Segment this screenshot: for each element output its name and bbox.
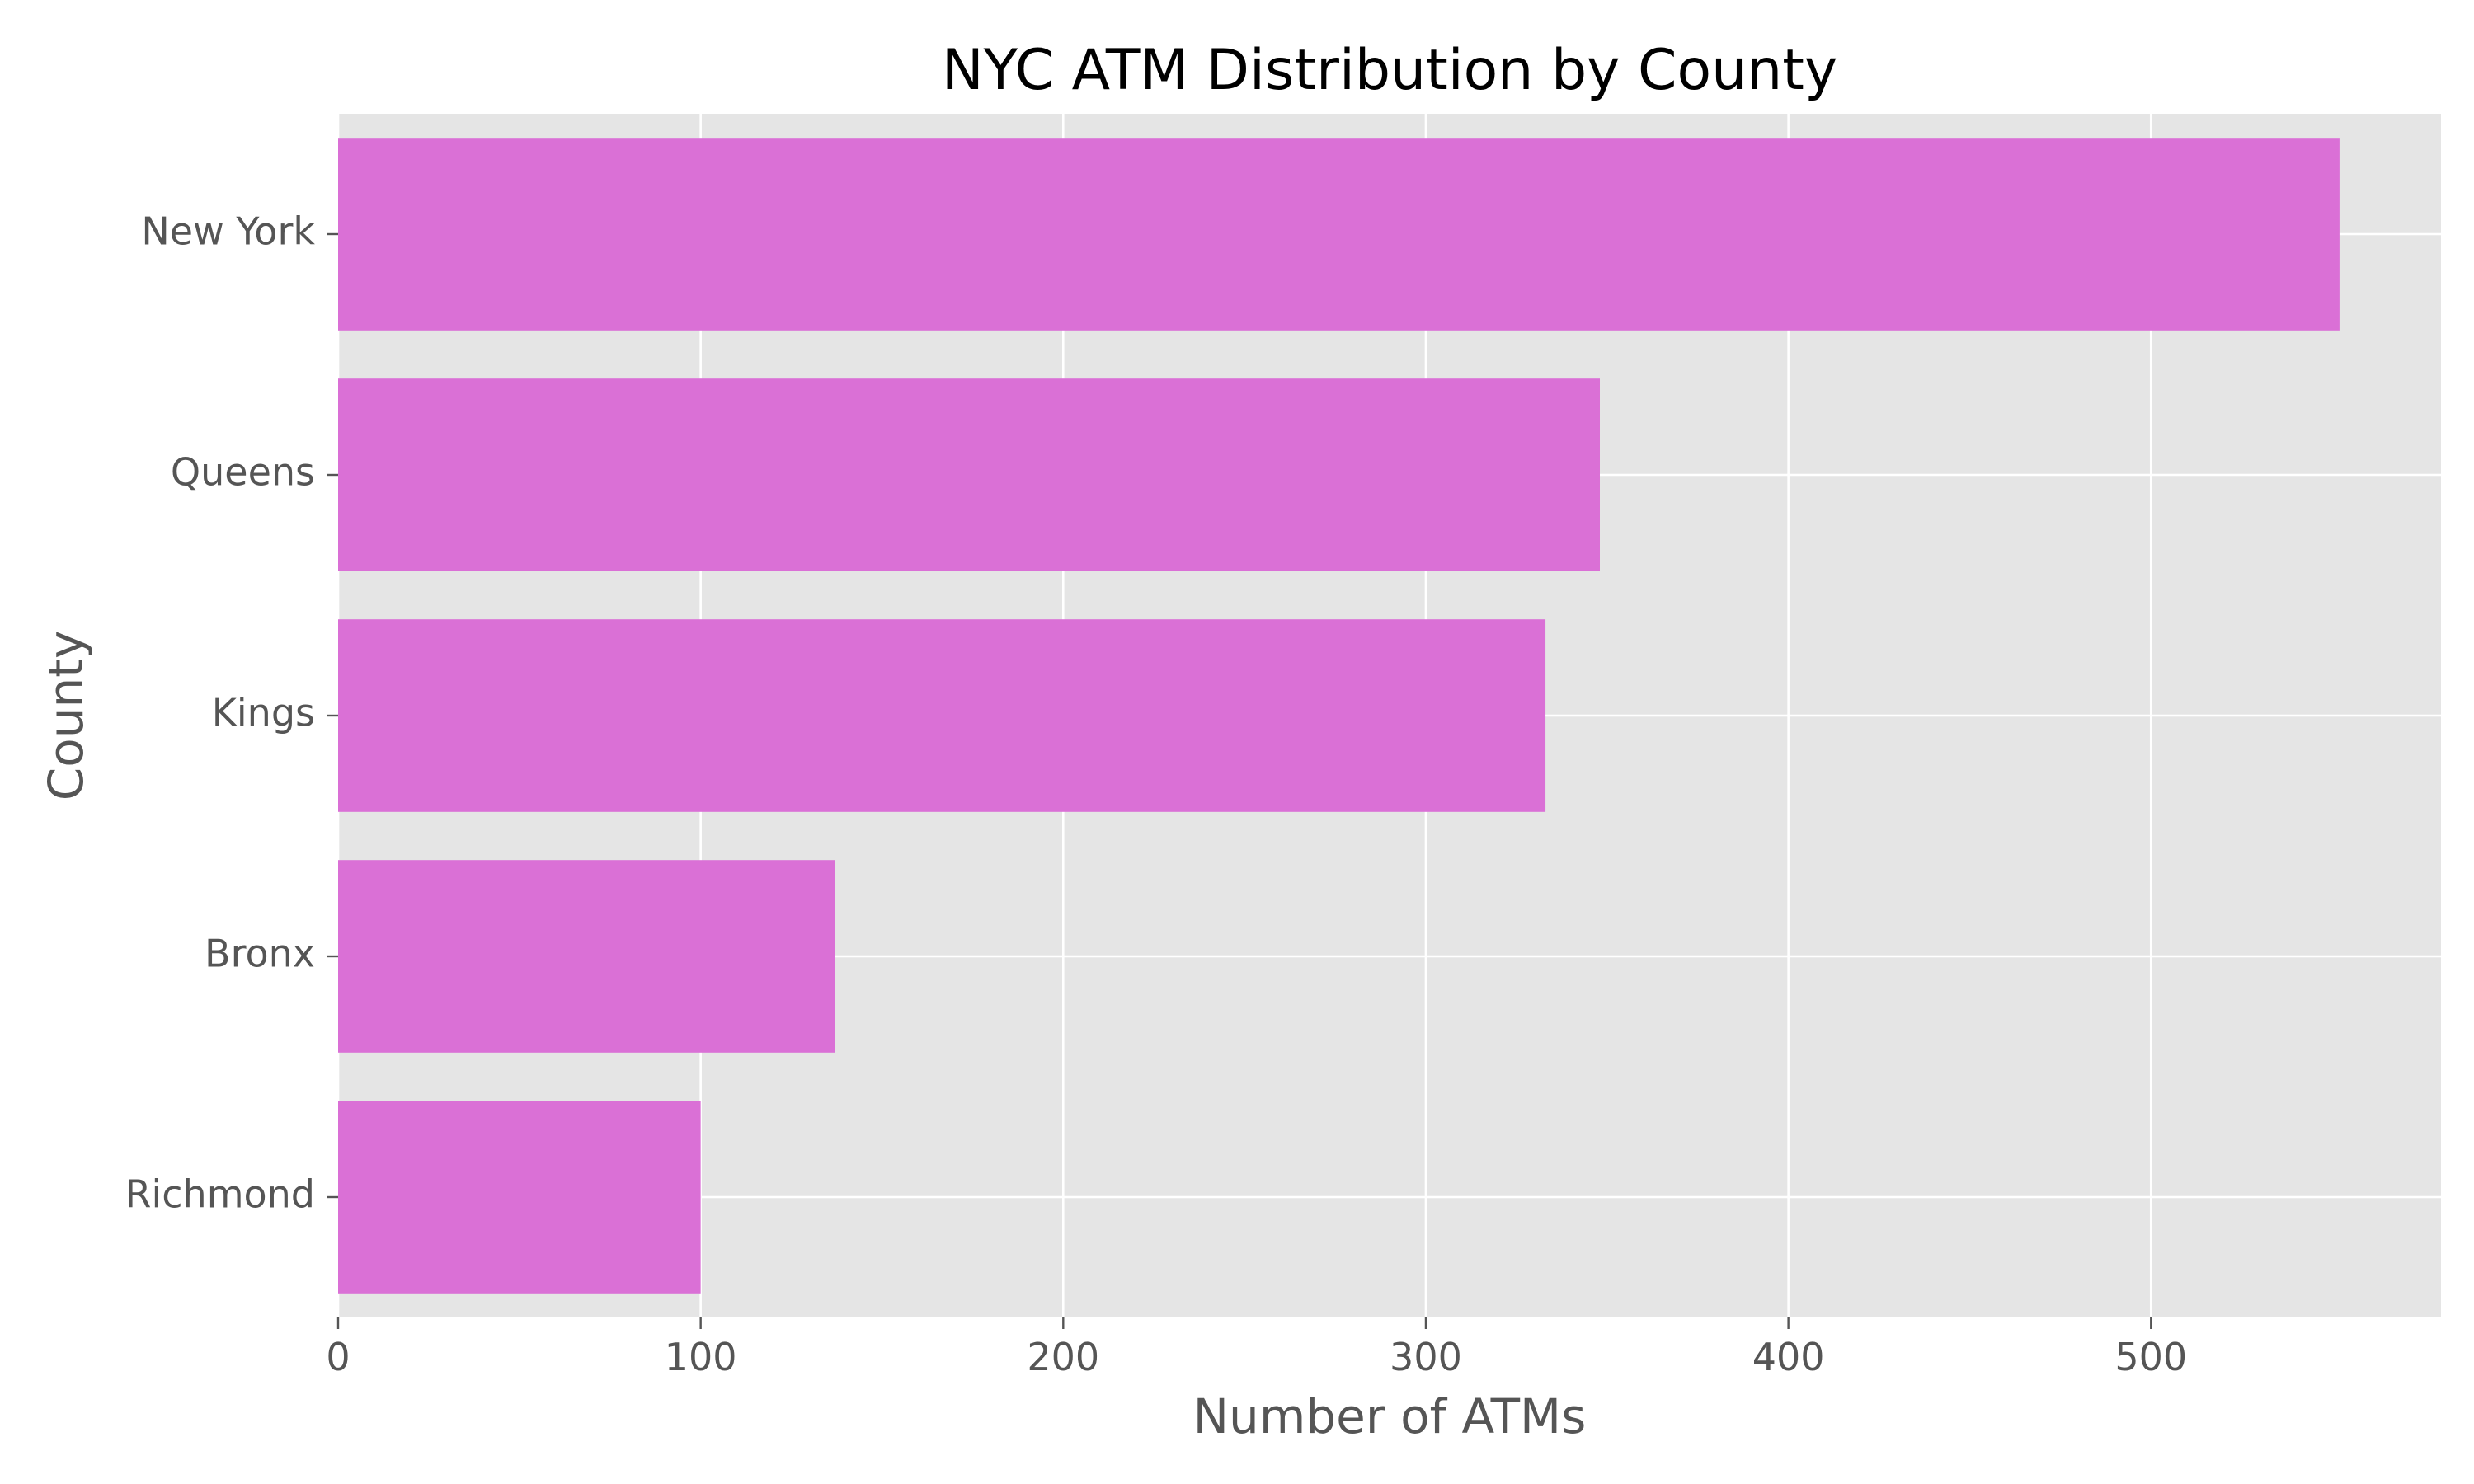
y-tick-label: Bronx <box>205 932 315 976</box>
x-axis: 0 100 200 300 400 500 <box>326 1317 2187 1379</box>
y-axis-label: County <box>38 631 94 801</box>
bar-new-york <box>338 138 2340 331</box>
x-tick-label: 100 <box>665 1335 737 1379</box>
x-tick-label: 500 <box>2114 1335 2187 1379</box>
bar-queens <box>338 378 1600 571</box>
chart-title: NYC ATM Distribution by County <box>942 38 1837 103</box>
x-axis-label: Number of ATMs <box>1193 1388 1587 1444</box>
x-tick-label: 300 <box>1390 1335 1462 1379</box>
bar-kings <box>338 619 1546 812</box>
bar-richmond <box>338 1101 701 1294</box>
y-tick-label: Queens <box>171 450 315 495</box>
x-tick-label: 400 <box>1752 1335 1825 1379</box>
y-tick-label: Richmond <box>125 1172 316 1217</box>
bars <box>338 138 2340 1294</box>
y-tick-label: Kings <box>212 691 315 735</box>
y-axis: New York Queens Kings Bronx Richmond <box>125 209 338 1217</box>
bar-bronx <box>338 860 835 1053</box>
y-tick-label: New York <box>141 209 315 254</box>
x-tick-label: 0 <box>326 1335 350 1379</box>
x-tick-label: 200 <box>1027 1335 1099 1379</box>
